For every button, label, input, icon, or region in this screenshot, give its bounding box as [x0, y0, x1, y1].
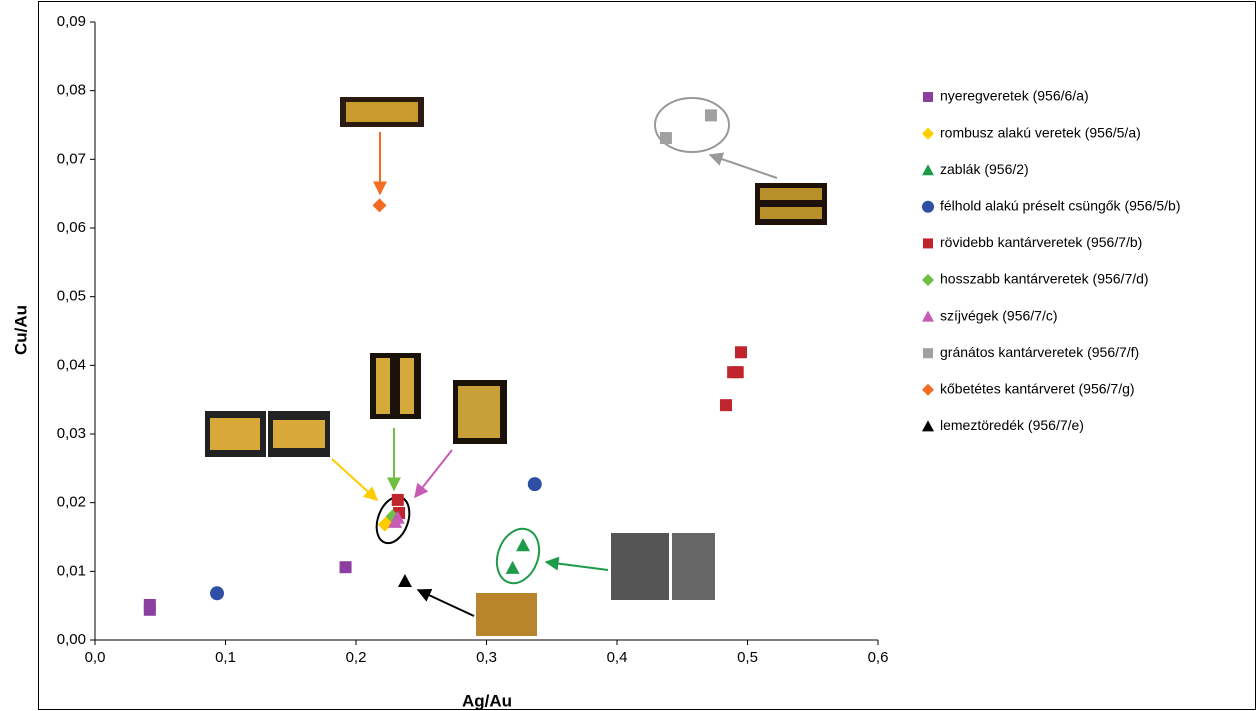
- photo: [611, 533, 669, 600]
- y-tick-label: 0,08: [57, 82, 86, 99]
- legend-label: szíjvégek (956/7/c): [940, 307, 1058, 323]
- x-tick-label: 0,4: [607, 649, 628, 666]
- arrow: [708, 152, 778, 179]
- legend-marker: [922, 420, 934, 432]
- x-tick-label: 0,3: [476, 649, 497, 666]
- legend-label: félhold alakú préselt csüngők (956/5/b): [940, 198, 1180, 214]
- photo: [672, 533, 715, 600]
- legend-label: hosszabb kantárveretek (956/7/d): [940, 271, 1149, 287]
- y-tick-label: 0,04: [57, 356, 86, 373]
- data-point: [397, 573, 412, 587]
- y-axis-title: Cu/Au: [11, 305, 30, 355]
- legend-marker: [923, 92, 933, 102]
- data-point: [390, 510, 405, 524]
- y-tick-label: 0,07: [57, 150, 86, 167]
- photo: [376, 358, 390, 414]
- data-point: [391, 493, 404, 506]
- y-tick-label: 0,00: [57, 631, 86, 648]
- photo: [400, 358, 414, 414]
- y-tick-label: 0,09: [57, 13, 86, 30]
- x-tick-label: 0,2: [346, 649, 367, 666]
- photo: [476, 593, 537, 636]
- arrow: [331, 458, 379, 501]
- data-point: [339, 561, 352, 574]
- frame: [38, 1, 1256, 710]
- x-axis-title: Ag/Au: [462, 691, 512, 710]
- data-point: [719, 399, 732, 412]
- legend-label: rövidebb kantárveretek (956/7/b): [940, 234, 1142, 250]
- legend-marker: [922, 383, 934, 396]
- data-point: [731, 366, 744, 379]
- y-tick-label: 0,06: [57, 219, 86, 236]
- data-point: [505, 560, 520, 574]
- y-tick-label: 0,03: [57, 425, 86, 442]
- data-point: [372, 198, 387, 213]
- arrow: [544, 556, 609, 571]
- legend-marker: [922, 310, 934, 322]
- legend-marker: [922, 274, 934, 286]
- arrow: [414, 449, 453, 499]
- legend-marker: [922, 127, 934, 140]
- y-tick-label: 0,05: [57, 288, 86, 305]
- legend-label: gránátos kantárveretek (956/7/f): [940, 344, 1139, 360]
- photo: [210, 418, 260, 450]
- legend-label: lemeztöredék (956/7/e): [940, 417, 1084, 433]
- data-point: [734, 346, 747, 359]
- legend-marker: [923, 348, 933, 359]
- data-point: [210, 586, 225, 601]
- y-tick-label: 0,02: [57, 494, 86, 511]
- photos: [205, 97, 827, 636]
- arrow: [416, 588, 475, 617]
- y-tick-label: 0,01: [57, 562, 86, 579]
- legend-label: zablák (956/2): [940, 161, 1029, 177]
- data-point: [516, 538, 531, 552]
- data-point: [659, 132, 672, 145]
- legend-label: kőbetétes kantárveret (956/7/g): [940, 381, 1135, 397]
- x-tick-label: 0,0: [85, 649, 106, 666]
- x-tick-label: 0,1: [215, 649, 236, 666]
- ellipse: [495, 527, 541, 585]
- legend-label: rombusz alakú veretek (956/5/a): [940, 124, 1141, 140]
- photo: [346, 102, 418, 122]
- ellipse: [654, 97, 730, 153]
- photo: [458, 386, 500, 438]
- x-tick-label: 0,6: [868, 649, 889, 666]
- legend-marker: [922, 200, 934, 213]
- photo: [273, 420, 325, 448]
- photo: [760, 188, 822, 200]
- photo: [760, 207, 822, 219]
- legend-marker: [922, 164, 934, 176]
- legend-label: nyeregveretek (956/6/a): [940, 88, 1089, 104]
- x-tick-label: 0,5: [737, 649, 758, 666]
- data-point: [527, 477, 542, 492]
- legend-marker: [923, 238, 933, 249]
- data-point: [704, 109, 717, 122]
- annotations: [331, 97, 778, 617]
- data-point: [143, 598, 156, 611]
